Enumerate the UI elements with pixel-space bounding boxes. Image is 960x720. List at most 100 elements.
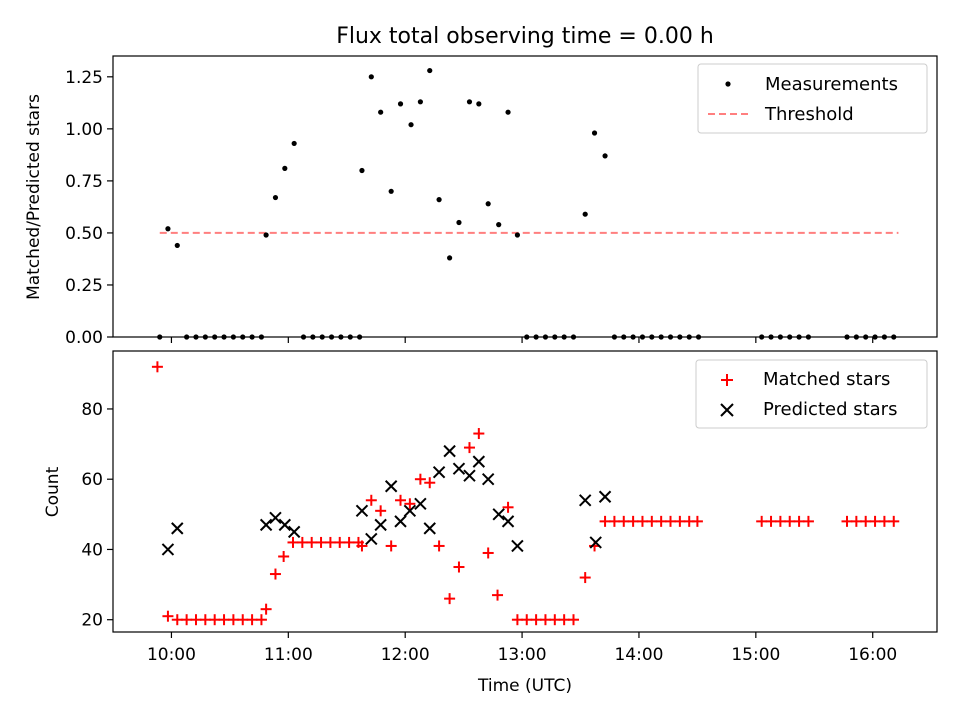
y-tick-label: 1.25	[65, 68, 103, 88]
legend-predicted-label: Predicted stars	[763, 399, 897, 420]
x-tick-label: 15:00	[731, 645, 780, 665]
predicted-star-point	[452, 462, 466, 475]
measurement-point	[378, 109, 384, 115]
matched-star-point	[756, 515, 768, 527]
predicted-star-point	[511, 539, 524, 553]
matched-star-point	[343, 536, 355, 548]
matched-star-point	[453, 561, 465, 573]
y-tick-label: 0.00	[65, 328, 103, 348]
y-tick-label: 40	[81, 540, 103, 560]
matched-star-point	[549, 614, 561, 626]
matched-star-point	[599, 515, 611, 527]
top-axes-frame	[112, 55, 938, 338]
matched-star-point	[646, 515, 658, 527]
predicted-star-point	[259, 518, 273, 532]
bottom-y-ticks: 20 40 60 80	[81, 400, 113, 631]
y-tick-label: 0.25	[65, 276, 103, 296]
measurement-point	[476, 101, 482, 107]
top-y-axis-label: Matched/Predicted stars	[24, 94, 44, 300]
matched-star-point	[171, 614, 183, 626]
top-y-ticks: 0.00 0.25 0.50 0.75 1.00 1.25	[65, 68, 113, 348]
top-x-ticks	[170, 337, 874, 343]
matched-star-point	[521, 614, 533, 626]
top-legend-box	[697, 63, 928, 134]
predicted-star-point	[365, 532, 378, 546]
measurement-point	[282, 165, 288, 171]
predicted-star-point	[171, 522, 184, 535]
matched-star-point	[869, 515, 881, 527]
matched-star-point	[665, 515, 677, 527]
top-legend: Measurements Threshold	[697, 63, 928, 134]
matched-star-point	[237, 614, 249, 626]
bottom-legend: Matched stars Predicted stars	[695, 359, 928, 429]
matched-star-point	[218, 614, 230, 626]
predicted-star-point	[394, 515, 407, 528]
matched-star-point	[568, 614, 580, 626]
predicted-star-point	[287, 525, 301, 539]
bottom-axes-frame	[112, 350, 938, 633]
matched-star-point	[287, 536, 299, 548]
measurement-point	[174, 242, 180, 249]
matched-star-point	[850, 515, 862, 527]
predicted-star-point	[403, 504, 417, 518]
matched-star-point	[888, 515, 900, 527]
predicted-star-point	[443, 444, 456, 458]
matched-star-point	[473, 428, 485, 440]
matched-star-point	[627, 515, 639, 527]
matched-star-point	[209, 614, 221, 626]
predicted-star-point	[501, 515, 515, 528]
matched-star-point	[878, 515, 890, 527]
matched-star-point	[539, 614, 551, 626]
x-tick-label: 14:00	[614, 645, 663, 665]
matched-star-point	[190, 614, 202, 626]
predicted-star-point	[463, 469, 476, 482]
matched-star-point	[511, 614, 523, 626]
predicted-star-point	[492, 508, 505, 521]
matched-star-point	[375, 505, 387, 517]
bottom-x-axis-label: Time (UTC)	[477, 676, 572, 696]
matched-star-point	[404, 498, 416, 510]
measurement-point	[408, 122, 414, 128]
bottom-y-axis-label: Count	[43, 466, 63, 517]
x-tick-label: 12:00	[381, 645, 430, 665]
predicted-star-point	[589, 536, 602, 549]
matched-star-point	[530, 614, 542, 626]
measurement-point	[368, 74, 374, 80]
legend-matched-label: Matched stars	[763, 369, 890, 390]
measurement-point	[388, 188, 394, 194]
legend-measurements-marker	[725, 81, 731, 87]
matched-star-point	[162, 610, 174, 622]
measurement-point	[359, 167, 365, 174]
measurement-point	[466, 99, 473, 105]
predicted-star-point	[269, 511, 282, 525]
measurement-point	[263, 232, 269, 238]
bottom-legend-box	[695, 359, 928, 429]
matched-star-point	[324, 536, 336, 548]
matched-star-point	[841, 515, 853, 527]
matched-star-point	[395, 494, 407, 506]
predicted-star-point	[414, 497, 427, 511]
matched-star-point	[385, 540, 397, 552]
matched-star-point	[269, 568, 281, 580]
matched-star-point	[618, 515, 630, 527]
matched-star-point	[315, 536, 327, 548]
matched-star-point	[691, 515, 703, 527]
legend-measurements-label: Measurements	[765, 74, 898, 95]
measurement-point	[505, 109, 511, 115]
measurement-point	[456, 219, 462, 226]
matched-star-point	[482, 547, 494, 559]
matched-star-point	[255, 614, 267, 626]
predicted-star-point	[374, 518, 387, 532]
predicted-star-point	[384, 480, 398, 493]
matched-star-point	[356, 540, 368, 552]
predicted-star-point	[355, 504, 369, 518]
measurement-point	[496, 222, 502, 228]
measurement-point	[602, 153, 608, 159]
matched-star-point	[463, 442, 475, 454]
matched-star-point	[306, 536, 318, 548]
predicted-star-point	[598, 490, 612, 503]
matched-star-point	[296, 536, 308, 548]
matched-star-point	[636, 515, 648, 527]
matched-star-point	[260, 603, 272, 615]
